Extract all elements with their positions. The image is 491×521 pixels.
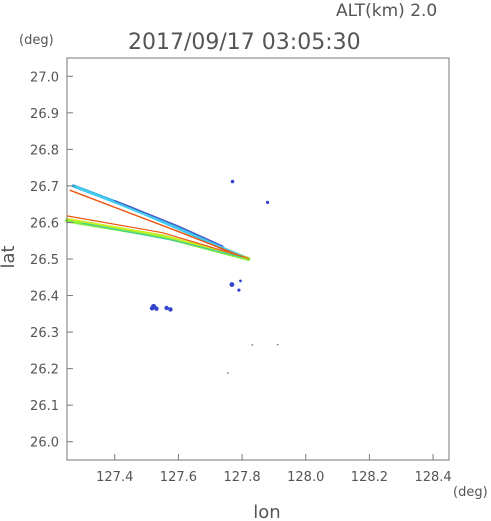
y-tick-label: 26.3 xyxy=(30,326,59,341)
echo-cell-12 xyxy=(168,307,173,312)
echo-cell-18 xyxy=(251,344,254,346)
datetime-title: 2017/09/17 03:05:30 xyxy=(128,30,361,55)
echo-band-2 xyxy=(114,199,224,247)
y-tick-label: 26.7 xyxy=(30,180,59,195)
echo-band-4 xyxy=(65,218,251,261)
x-tick-label: 127.8 xyxy=(223,470,260,485)
echo-band-5 xyxy=(66,217,250,260)
echo-cell-14 xyxy=(237,288,241,292)
plot-frame xyxy=(66,57,450,461)
echo-cell-19 xyxy=(276,343,279,346)
echo-band-6 xyxy=(82,222,243,258)
x-axis-ticks: 127.4 127.6 127.8 128.0 128.2 128.4 xyxy=(96,454,452,485)
y-tick-label: 26.9 xyxy=(30,107,59,122)
x-tick-label: 127.6 xyxy=(160,470,197,485)
y-tick-label: 26.8 xyxy=(30,143,59,158)
y-axis-unit: (deg) xyxy=(19,33,54,48)
y-tick-label: 26.6 xyxy=(30,216,59,231)
echo-band-7 xyxy=(66,215,250,259)
x-tick-label: 128.0 xyxy=(287,470,324,485)
y-tick-label: 26.5 xyxy=(30,253,59,268)
echo-cell-13 xyxy=(229,282,235,287)
x-axis-unit: (deg) xyxy=(453,485,488,500)
x-tick-label: 128.2 xyxy=(351,470,388,485)
echo-cell-10 xyxy=(149,306,155,311)
echo-cell-15 xyxy=(239,279,242,283)
echo-features xyxy=(65,179,279,374)
echo-band-3 xyxy=(69,189,250,260)
y-axis-ticks: 26.0 26.1 26.2 26.3 26.4 26.5 26.6 26.7 26.8 26.9… xyxy=(30,70,73,451)
x-tick-label: 127.4 xyxy=(96,470,133,485)
y-tick-label: 27.0 xyxy=(30,70,59,85)
echo-cell-17 xyxy=(265,200,270,204)
echo-cell-11 xyxy=(164,305,169,311)
y-tick-label: 26.4 xyxy=(30,290,59,305)
x-axis-label: lon xyxy=(253,502,280,521)
y-tick-label: 26.0 xyxy=(30,436,59,451)
y-axis-label: lat xyxy=(0,245,19,268)
y-tick-label: 26.1 xyxy=(30,399,59,414)
x-tick-label: 128.4 xyxy=(414,470,451,485)
echo-cell-20 xyxy=(226,372,229,374)
echo-cell-16 xyxy=(230,179,235,184)
echo-cell-9 xyxy=(154,306,159,311)
altitude-label: ALT(km) 2.0 xyxy=(336,1,437,21)
y-tick-label: 26.2 xyxy=(30,363,59,378)
